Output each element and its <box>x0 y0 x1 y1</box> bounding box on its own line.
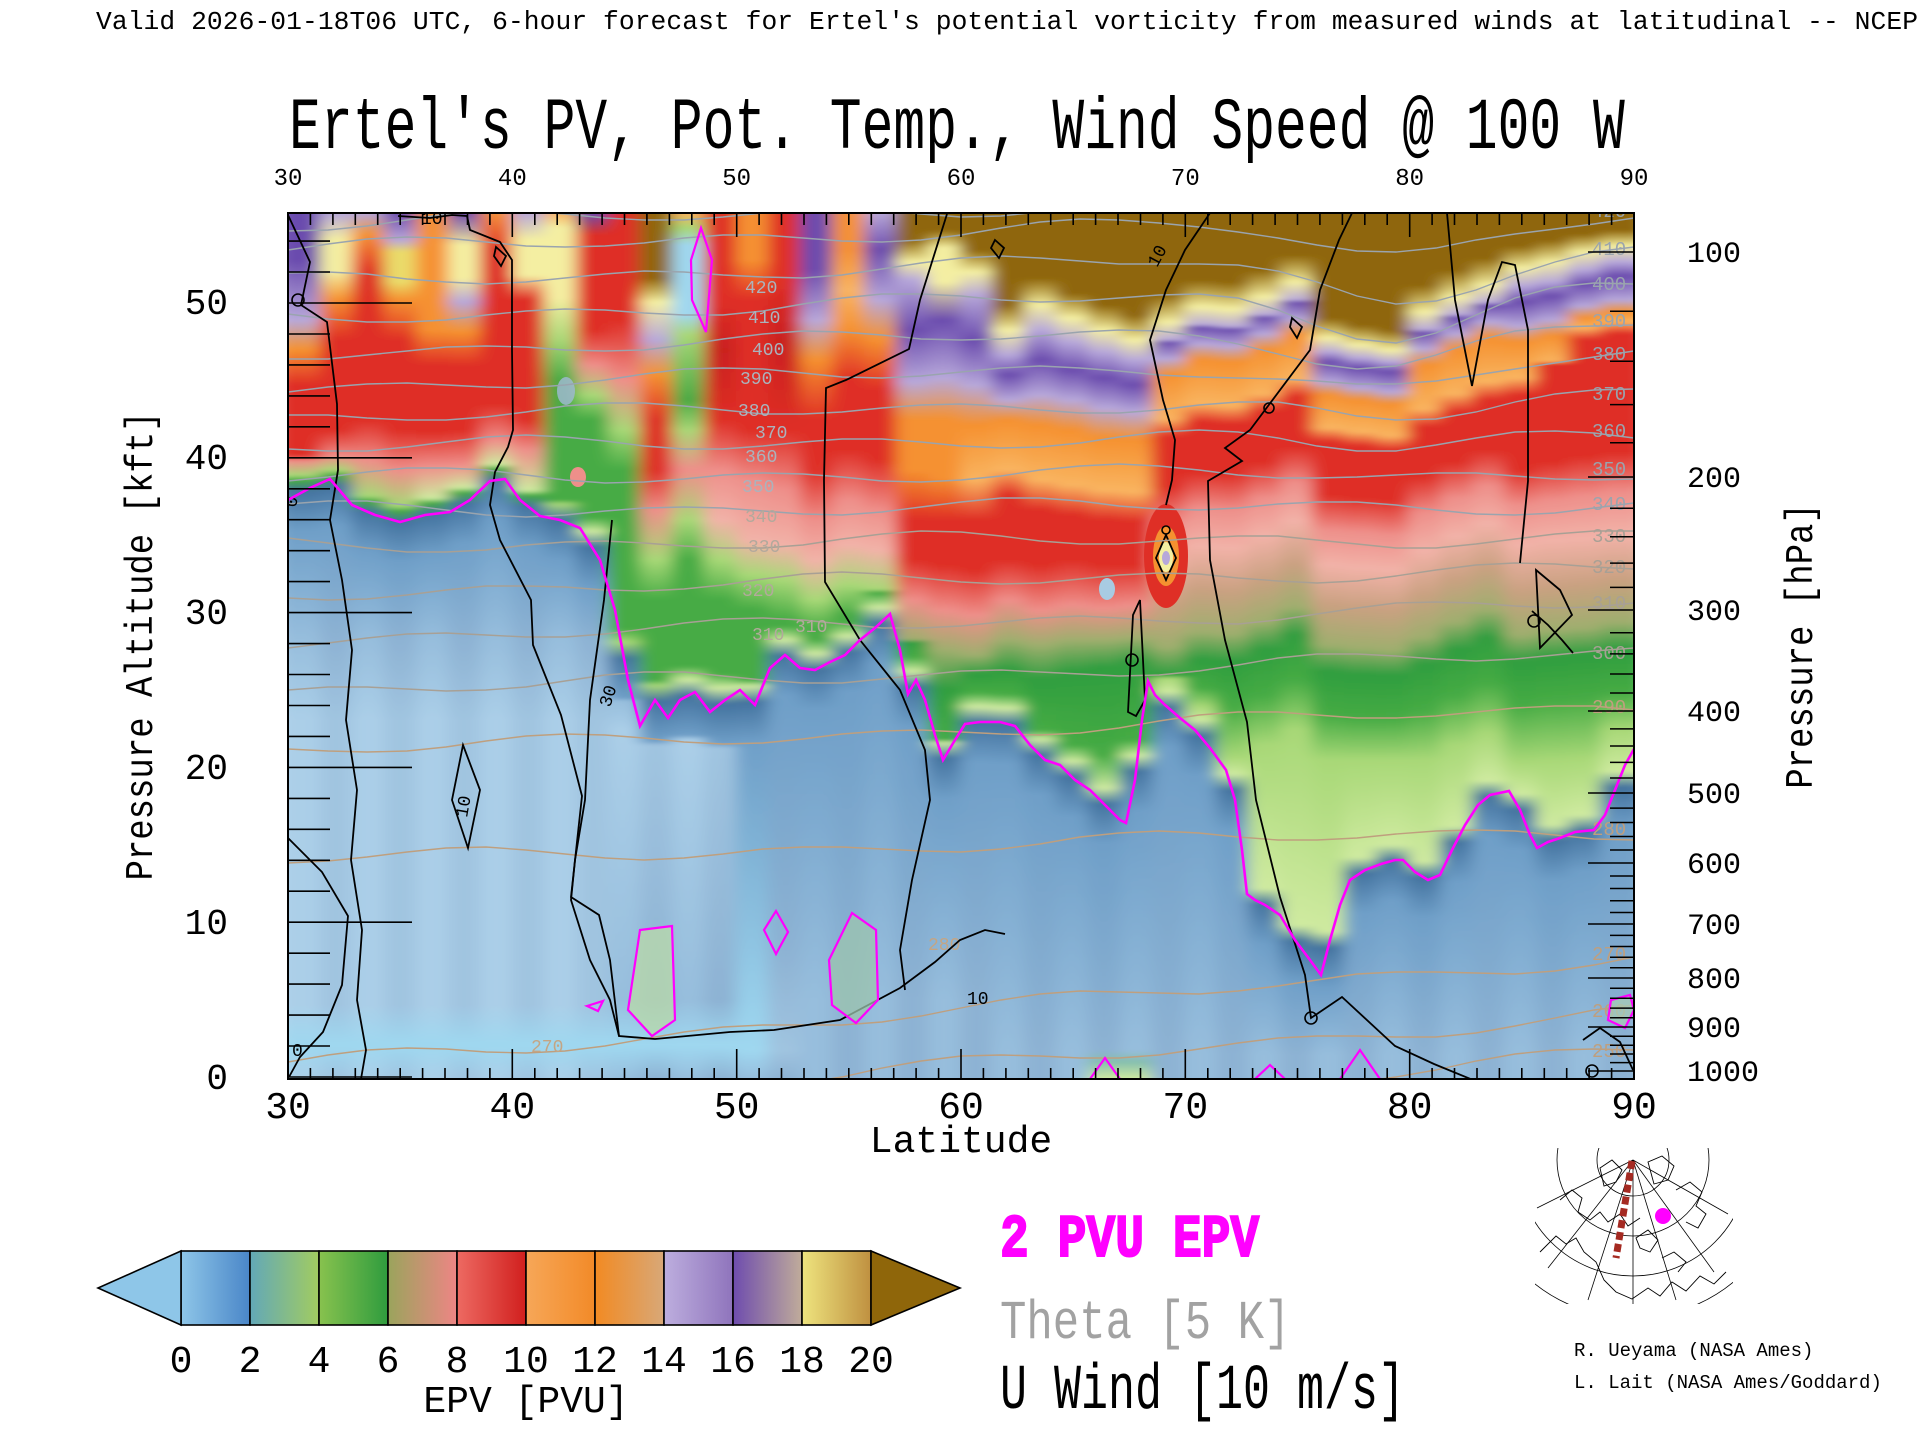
svg-text:400: 400 <box>1687 697 1741 731</box>
svg-text:400: 400 <box>752 341 784 361</box>
svg-text:360: 360 <box>1592 421 1626 443</box>
svg-text:320: 320 <box>742 582 774 602</box>
svg-text:Pressure Altitude [kft]: Pressure Altitude [kft] <box>120 411 164 880</box>
svg-text:380: 380 <box>738 402 770 422</box>
svg-text:420: 420 <box>1592 201 1626 223</box>
svg-text:12: 12 <box>572 1341 618 1384</box>
svg-text:U Wind [10 m/s]: U Wind [10 m/s] <box>1000 1355 1405 1428</box>
svg-text:330: 330 <box>748 538 780 558</box>
svg-text:500: 500 <box>1687 779 1741 813</box>
svg-text:8: 8 <box>446 1341 469 1384</box>
svg-text:360: 360 <box>745 448 777 468</box>
svg-text:310: 310 <box>752 626 784 646</box>
svg-text:300: 300 <box>1687 596 1741 630</box>
svg-text:100: 100 <box>1687 238 1741 272</box>
svg-text:350: 350 <box>742 478 774 498</box>
svg-text:340: 340 <box>1592 494 1626 516</box>
svg-text:EPV [PVU]: EPV [PVU] <box>423 1381 628 1424</box>
svg-text:700: 700 <box>1687 910 1741 944</box>
svg-text:0: 0 <box>206 1059 228 1100</box>
svg-text:900: 900 <box>1687 1013 1741 1047</box>
svg-text:390: 390 <box>1592 311 1626 333</box>
svg-text:4: 4 <box>308 1341 331 1384</box>
svg-text:280: 280 <box>928 936 960 956</box>
svg-text:Valid 2026-01-18T06 UTC, 6-hou: Valid 2026-01-18T06 UTC, 6-hour forecast… <box>96 7 1918 37</box>
svg-text:10: 10 <box>453 794 476 819</box>
svg-text:300: 300 <box>1592 643 1626 665</box>
svg-text:30: 30 <box>265 1087 311 1130</box>
svg-text:310: 310 <box>795 618 827 638</box>
svg-text:40: 40 <box>490 1087 536 1130</box>
svg-text:800: 800 <box>1687 964 1741 998</box>
svg-text:270: 270 <box>1592 944 1626 966</box>
svg-text:290: 290 <box>1592 697 1626 719</box>
svg-text:320: 320 <box>1592 557 1626 579</box>
svg-text:330: 330 <box>1592 526 1626 548</box>
svg-text:40: 40 <box>185 439 228 480</box>
svg-text:390: 390 <box>740 370 772 390</box>
svg-text:50: 50 <box>714 1087 760 1130</box>
svg-text:30: 30 <box>274 166 303 193</box>
svg-text:80: 80 <box>1387 1087 1433 1130</box>
svg-text:50: 50 <box>185 284 228 325</box>
svg-text:Theta [5 K]: Theta [5 K] <box>1000 1293 1290 1355</box>
svg-text:30: 30 <box>185 594 228 635</box>
svg-text:60: 60 <box>947 166 976 193</box>
svg-text:250: 250 <box>1592 1041 1626 1063</box>
svg-text:370: 370 <box>755 424 787 444</box>
svg-text:20: 20 <box>848 1341 894 1384</box>
svg-text:70: 70 <box>1171 166 1200 193</box>
svg-text:50: 50 <box>722 166 751 193</box>
svg-text:Ertel's PV, Pot. Temp., Wind S: Ertel's PV, Pot. Temp., Wind Speed @ 100… <box>289 88 1625 170</box>
svg-text:10: 10 <box>421 210 443 230</box>
svg-text:80: 80 <box>1395 166 1424 193</box>
svg-text:0: 0 <box>292 1042 303 1062</box>
svg-text:200: 200 <box>1687 463 1741 497</box>
svg-text:270: 270 <box>531 1038 563 1058</box>
svg-text:18: 18 <box>779 1341 825 1384</box>
svg-text:280: 280 <box>1592 819 1626 841</box>
svg-text:L. Lait (NASA Ames/Goddard): L. Lait (NASA Ames/Goddard) <box>1574 1372 1882 1394</box>
svg-text:90: 90 <box>1620 166 1649 193</box>
svg-text:420: 420 <box>745 279 777 299</box>
svg-text:40: 40 <box>498 166 527 193</box>
svg-text:R. Ueyama (NASA Ames): R. Ueyama (NASA Ames) <box>1574 1340 1813 1362</box>
svg-text:370: 370 <box>1592 384 1626 406</box>
svg-text:10: 10 <box>967 990 989 1010</box>
svg-text:6: 6 <box>377 1341 400 1384</box>
svg-text:410: 410 <box>748 309 780 329</box>
svg-text:310: 310 <box>1592 593 1626 615</box>
svg-text:2 PVU EPV: 2 PVU EPV <box>1000 1207 1260 1274</box>
svg-text:90: 90 <box>1611 1087 1657 1130</box>
svg-text:Latitude: Latitude <box>870 1121 1052 1164</box>
svg-text:340: 340 <box>745 508 777 528</box>
svg-text:0: 0 <box>170 1341 193 1384</box>
svg-text:600: 600 <box>1687 849 1741 883</box>
svg-text:20: 20 <box>185 749 228 790</box>
svg-text:70: 70 <box>1163 1087 1209 1130</box>
svg-text:350: 350 <box>1592 459 1626 481</box>
svg-text:Pressure [hPa]: Pressure [hPa] <box>1780 503 1824 789</box>
svg-text:60: 60 <box>938 1087 984 1130</box>
svg-text:400: 400 <box>1592 274 1626 296</box>
svg-text:2: 2 <box>239 1341 262 1384</box>
svg-text:1000: 1000 <box>1687 1057 1759 1091</box>
svg-text:10: 10 <box>503 1341 549 1384</box>
svg-text:16: 16 <box>710 1341 756 1384</box>
svg-text:410: 410 <box>1592 239 1626 261</box>
svg-text:10: 10 <box>185 904 228 945</box>
svg-text:380: 380 <box>1592 344 1626 366</box>
svg-text:14: 14 <box>641 1341 687 1384</box>
